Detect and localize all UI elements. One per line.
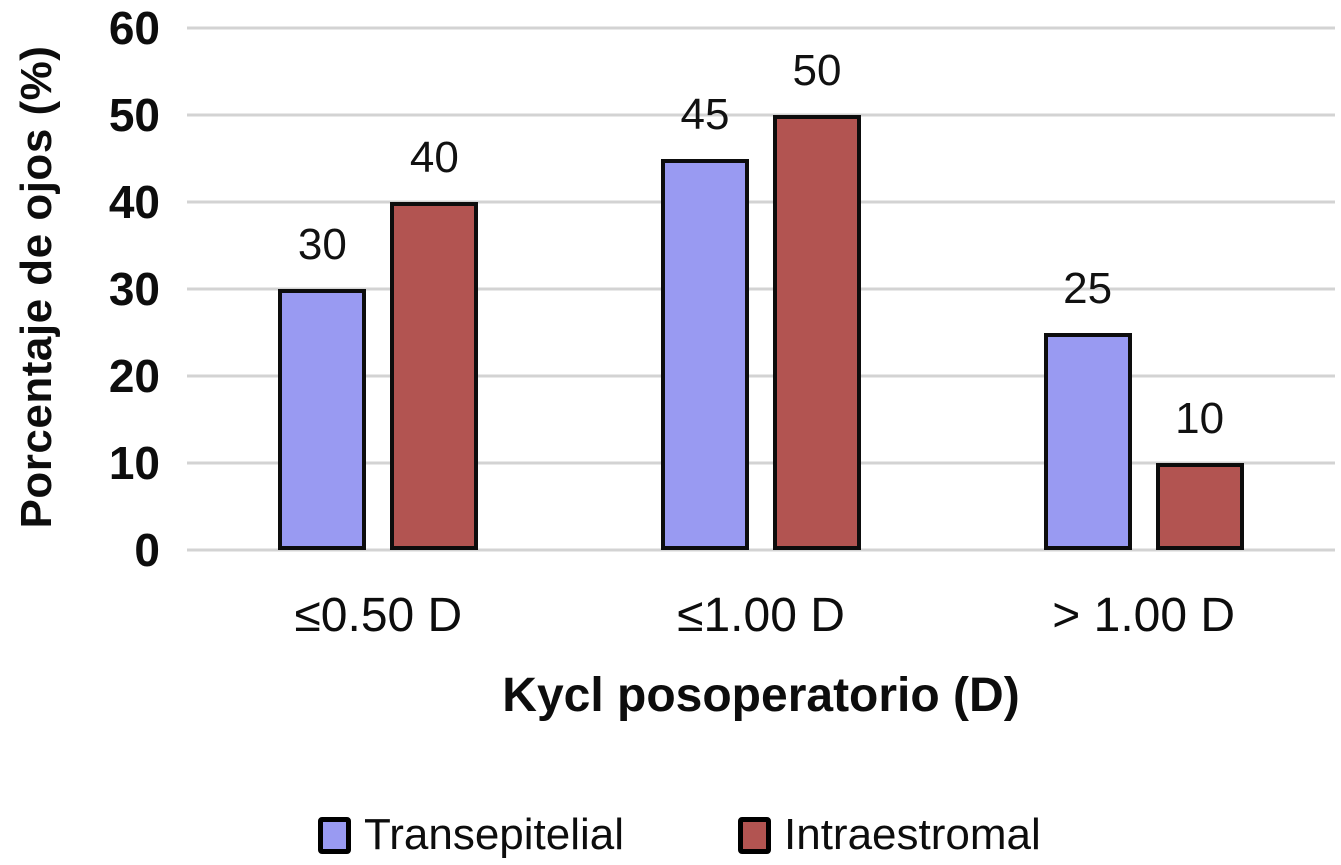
data-label: 45 bbox=[680, 89, 730, 139]
gridline bbox=[187, 374, 1335, 378]
legend-label: Intraestromal bbox=[784, 810, 1041, 859]
bar-slot: 45 bbox=[660, 28, 749, 550]
legend-swatch-icon bbox=[318, 816, 351, 854]
bar-slot: 25 bbox=[1043, 28, 1132, 550]
x-axis-ticks: ≤0.50 D ≤1.00 D > 1.00 D bbox=[187, 592, 1335, 648]
x-axis-title: Kycl posoperatorio (D) bbox=[502, 669, 1020, 722]
bar-transepitelial bbox=[660, 158, 749, 550]
bar-intraestromal bbox=[772, 115, 861, 550]
y-axis-ticks: 0 10 20 30 40 50 60 bbox=[0, 5, 160, 573]
gridline bbox=[187, 200, 1335, 204]
y-tick-label: 40 bbox=[108, 176, 160, 228]
legend-item-transepitelial: Transepitelial bbox=[318, 806, 624, 864]
y-tick-label: 0 bbox=[134, 524, 160, 576]
gridline bbox=[187, 287, 1335, 291]
gridline bbox=[187, 113, 1335, 117]
data-label: 50 bbox=[792, 46, 842, 95]
gridline bbox=[187, 461, 1335, 465]
bar-group: 45 50 bbox=[570, 28, 953, 550]
x-tick-label: > 1.00 D bbox=[1052, 589, 1236, 642]
bar-slot: 50 bbox=[772, 28, 861, 550]
y-tick-label: 60 bbox=[108, 2, 160, 54]
gridline bbox=[187, 548, 1335, 552]
plot-area: 30 40 45 50 25 10 bbox=[187, 26, 1335, 552]
x-tick-label: ≤1.00 D bbox=[677, 589, 845, 642]
bar-slot: 30 bbox=[278, 28, 367, 550]
bar-slot: 40 bbox=[390, 28, 479, 550]
legend: Transepitelial Intraestromal bbox=[0, 806, 1341, 864]
bar-group: 30 40 bbox=[187, 28, 570, 550]
legend-label: Transepitelial bbox=[364, 810, 625, 859]
y-tick-label: 20 bbox=[108, 350, 160, 402]
x-tick-label: ≤0.50 D bbox=[294, 589, 463, 642]
legend-swatch-icon bbox=[738, 816, 771, 854]
bar-slot: 10 bbox=[1155, 28, 1244, 550]
data-label: 30 bbox=[297, 220, 347, 269]
gridline bbox=[187, 26, 1335, 30]
bar-intraestromal bbox=[1155, 463, 1244, 550]
y-tick-label: 10 bbox=[108, 437, 160, 489]
bar-group: 25 10 bbox=[952, 28, 1335, 550]
y-tick-label: 30 bbox=[108, 263, 160, 315]
bar-transepitelial bbox=[278, 289, 367, 550]
bar-transepitelial bbox=[1043, 332, 1132, 550]
y-tick-label: 50 bbox=[108, 89, 160, 141]
data-label: 10 bbox=[1175, 394, 1225, 443]
data-label: 40 bbox=[409, 133, 459, 182]
data-label: 25 bbox=[1063, 263, 1113, 313]
bar-intraestromal bbox=[390, 202, 479, 550]
legend-item-intraestromal: Intraestromal bbox=[738, 806, 1041, 864]
